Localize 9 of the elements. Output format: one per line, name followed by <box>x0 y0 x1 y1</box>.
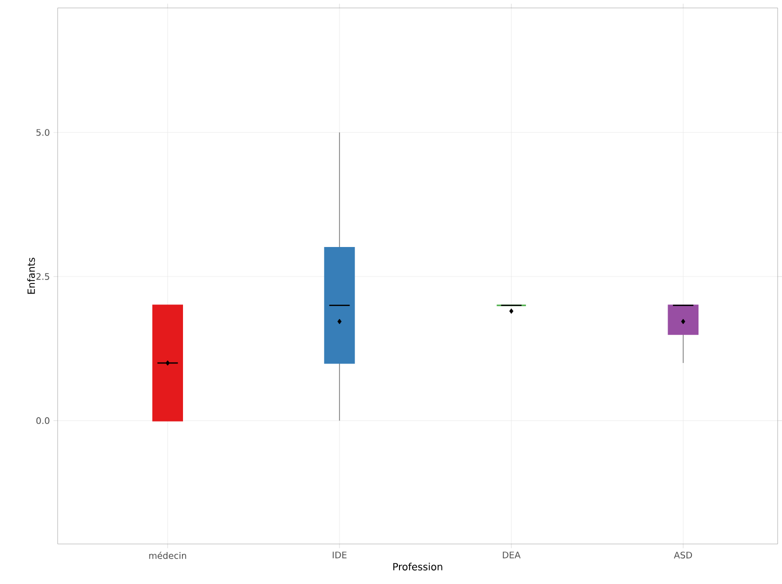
y-tick-label: 5.0 <box>36 129 50 136</box>
y-tick-label: 2.5 <box>36 273 50 280</box>
y-axis-title: Enfants <box>27 258 35 294</box>
x-axis-title: Profession <box>393 562 442 571</box>
x-tick-label: ASD <box>674 552 692 559</box>
x-tick-label: DEA <box>502 552 521 558</box>
x-tick-label: médecin <box>149 552 186 560</box>
x-tick-label: IDE <box>332 552 346 558</box>
y-tick-label: 0.0 <box>36 417 50 424</box>
